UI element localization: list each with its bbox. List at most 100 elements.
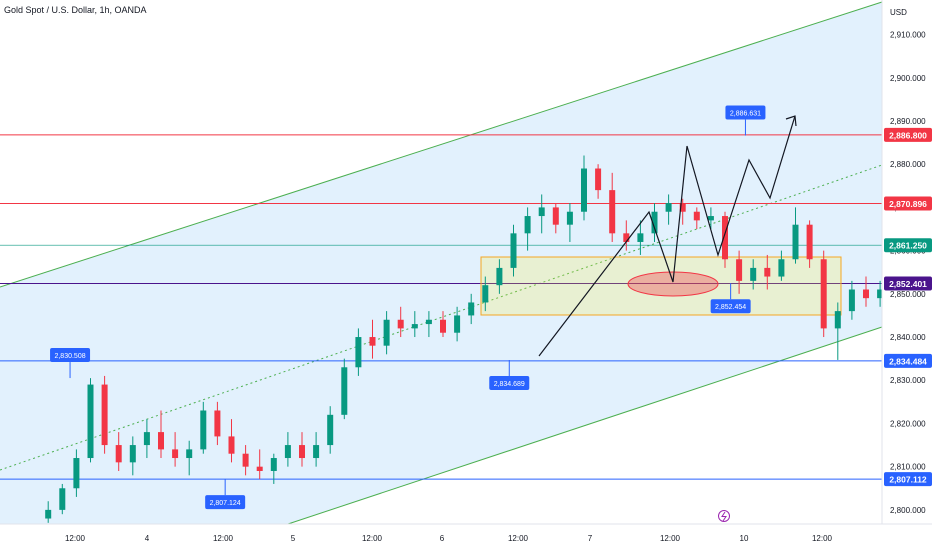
- candle[interactable]: [440, 319, 446, 333]
- candle[interactable]: [341, 367, 348, 415]
- price-callout-label: 2,886.631: [730, 111, 761, 118]
- channel-lower-bound[interactable]: [287, 326, 883, 525]
- candle[interactable]: [863, 289, 869, 299]
- candle[interactable]: [129, 445, 136, 463]
- price-callout[interactable]: [725, 105, 766, 120]
- candle[interactable]: [59, 488, 66, 510]
- candle[interactable]: [228, 436, 235, 454]
- candle[interactable]: [510, 233, 517, 268]
- candle[interactable]: [552, 207, 559, 225]
- level-price-tag-label: 2,852.401: [889, 279, 927, 289]
- level-price-tag[interactable]: [884, 353, 932, 368]
- candle[interactable]: [764, 267, 771, 277]
- x-tick-label: 12:00: [65, 534, 86, 543]
- candle[interactable]: [736, 259, 743, 281]
- price-callout-label: 2,834.689: [494, 381, 525, 388]
- y-tick-label: 2,910.000: [890, 31, 926, 40]
- candle[interactable]: [792, 224, 799, 260]
- price-callout-label: 2,807.124: [210, 500, 241, 507]
- level-price-tag-label: 2,886.800: [889, 130, 927, 140]
- projection-path[interactable]: [538, 115, 796, 357]
- price-callout[interactable]: [205, 495, 246, 510]
- x-tick-label: 4: [145, 534, 150, 543]
- level-price-tag-label: 2,807.112: [889, 475, 927, 485]
- candle[interactable]: [707, 216, 714, 221]
- price-callout[interactable]: [50, 348, 91, 363]
- candle[interactable]: [665, 203, 672, 212]
- time-axis[interactable]: [0, 524, 932, 550]
- level-price-tag[interactable]: [884, 472, 932, 487]
- level-price-tag-label: 2,834.484: [889, 356, 927, 366]
- candle[interactable]: [45, 509, 52, 519]
- candle[interactable]: [186, 449, 193, 459]
- candle[interactable]: [425, 319, 432, 325]
- candle[interactable]: [355, 337, 362, 368]
- candle[interactable]: [679, 203, 686, 212]
- candle[interactable]: [820, 259, 827, 329]
- candle[interactable]: [101, 384, 108, 446]
- candle[interactable]: [270, 458, 277, 471]
- price-callout[interactable]: [710, 299, 751, 314]
- candle[interactable]: [834, 311, 841, 329]
- x-tick-label: 5: [291, 534, 296, 543]
- candle[interactable]: [722, 216, 728, 260]
- level-price-tag[interactable]: [884, 196, 932, 211]
- price-callout[interactable]: [489, 375, 530, 390]
- level-price-tag[interactable]: [884, 238, 932, 253]
- candle[interactable]: [73, 458, 80, 489]
- candle[interactable]: [158, 432, 164, 450]
- level-price-tag[interactable]: [884, 276, 932, 291]
- candle[interactable]: [454, 315, 461, 333]
- candle[interactable]: [468, 302, 475, 316]
- candle[interactable]: [256, 466, 263, 471]
- candle[interactable]: [848, 289, 855, 312]
- candle[interactable]: [566, 211, 573, 225]
- lightning-icon-glyph: [721, 511, 727, 522]
- candle[interactable]: [524, 216, 531, 234]
- candle[interactable]: [369, 337, 376, 346]
- candle[interactable]: [411, 324, 418, 329]
- y-tick-label: 2,890.000: [890, 117, 926, 126]
- channel-upper-bound[interactable]: [0, 1, 883, 288]
- x-tick-label: 12:00: [812, 534, 833, 543]
- symbol-title[interactable]: Gold Spot / U.S. Dollar, 1h, OANDA: [4, 5, 147, 15]
- candle[interactable]: [637, 233, 644, 242]
- candle[interactable]: [299, 445, 305, 459]
- level-price-tag-label: 2,861.250: [889, 241, 927, 251]
- candle[interactable]: [623, 233, 630, 242]
- candle[interactable]: [693, 211, 700, 221]
- candle[interactable]: [651, 211, 658, 234]
- candle[interactable]: [750, 267, 757, 281]
- candle[interactable]: [482, 285, 489, 303]
- candle[interactable]: [327, 414, 334, 446]
- candle[interactable]: [200, 410, 207, 450]
- candle[interactable]: [397, 319, 404, 329]
- candle[interactable]: [115, 445, 122, 463]
- candle[interactable]: [87, 384, 94, 459]
- candle[interactable]: [778, 259, 785, 277]
- level-price-tag[interactable]: [884, 127, 932, 142]
- highlight-ellipse[interactable]: [627, 271, 719, 297]
- y-tick-label: 2,810.000: [890, 463, 926, 472]
- candle[interactable]: [806, 224, 813, 260]
- candle[interactable]: [538, 207, 545, 217]
- candle[interactable]: [143, 432, 150, 446]
- price-callout-label: 2,830.508: [54, 353, 85, 360]
- y-tick-label: 2,820.000: [890, 419, 926, 428]
- price-axis[interactable]: [882, 0, 932, 524]
- candle[interactable]: [383, 319, 390, 346]
- candle[interactable]: [609, 190, 616, 234]
- x-tick-label: 12:00: [508, 534, 529, 543]
- candle[interactable]: [581, 168, 587, 212]
- candle[interactable]: [496, 267, 503, 286]
- currency-label[interactable]: USD: [890, 8, 907, 17]
- candle[interactable]: [242, 453, 249, 467]
- candle[interactable]: [313, 445, 320, 459]
- candle[interactable]: [877, 289, 884, 299]
- candle[interactable]: [214, 410, 221, 437]
- candle[interactable]: [595, 168, 602, 191]
- candle[interactable]: [172, 449, 179, 459]
- price-callout-label: 2,852.454: [715, 304, 746, 311]
- candle[interactable]: [284, 445, 291, 459]
